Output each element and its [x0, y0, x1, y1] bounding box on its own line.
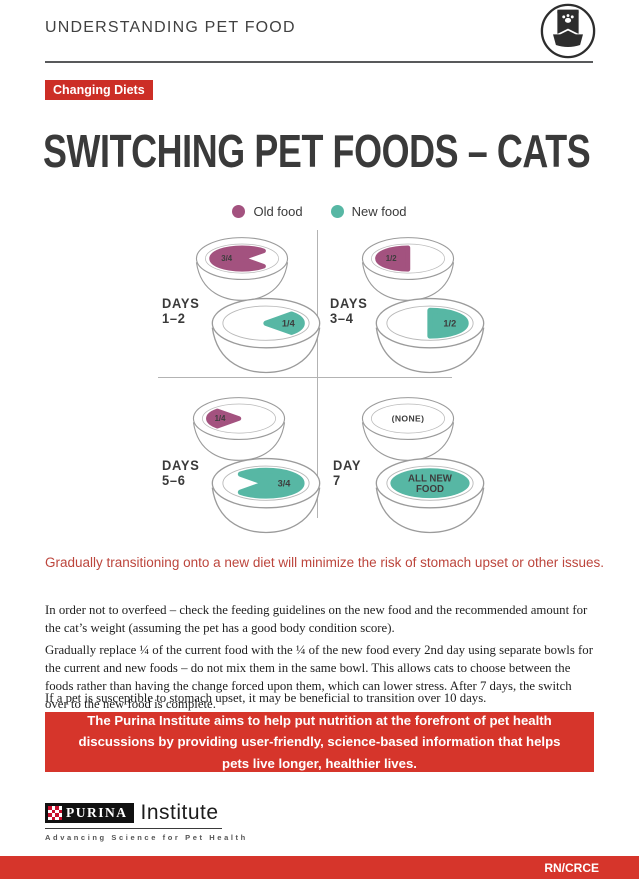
- day-label-5-6: DAYS 5–6: [162, 457, 200, 489]
- institute-wordmark: Institute: [140, 801, 219, 824]
- purina-wordmark: PURINA: [66, 805, 128, 820]
- bowl-old-food: 1/2: [361, 237, 455, 301]
- doc-series-title: UNDERSTANDING PET FOOD: [45, 19, 296, 36]
- svg-text:1/2: 1/2: [386, 254, 398, 263]
- bowl-new-food: 1/4: [211, 297, 321, 374]
- day-label-1-2: DAYS 1–2: [162, 295, 200, 327]
- bowl-old-food: (NONE): [361, 397, 455, 461]
- bowl-new-food: 1/2: [375, 297, 485, 374]
- bowl-new-food: 3/4: [211, 457, 321, 534]
- bowl-old-food: 3/4: [195, 237, 289, 301]
- paragraph-1: In order not to overfeed – check the fee…: [45, 602, 588, 635]
- footer-code: RN/CRCE: [544, 860, 599, 875]
- paragraph-2: Gradually replace ¼ of the current food …: [45, 642, 593, 712]
- purina-institute-logo: PURINA Institute Advancing Science for P…: [45, 801, 248, 842]
- topic-badge: Changing Diets: [45, 80, 153, 100]
- day-label-3-4: DAYS 3–4: [330, 295, 368, 327]
- day-label-7: DAY 7: [333, 457, 362, 489]
- diagram-divider-vertical: [317, 230, 318, 518]
- svg-text:3/4: 3/4: [221, 254, 233, 263]
- diagram-divider-horizontal: [158, 377, 452, 378]
- svg-text:FOOD: FOOD: [416, 484, 444, 495]
- logo-divider: [45, 828, 222, 829]
- purina-checkerboard-icon: [48, 806, 62, 820]
- logo-tagline: Advancing Science for Pet Health: [45, 833, 248, 842]
- legend-label-old: Old food: [253, 204, 303, 219]
- svg-text:1/4: 1/4: [215, 414, 227, 423]
- header-divider: [45, 61, 593, 63]
- legend-item-old-food: Old food: [232, 204, 303, 219]
- mission-banner: The Purina Institute aims to help put nu…: [45, 712, 594, 772]
- pet-food-bag-and-bowl-icon: [540, 3, 596, 59]
- old-food-dot: [232, 205, 246, 218]
- svg-text:1/4: 1/4: [282, 318, 296, 328]
- paragraph-3: If a pet is susceptible to stomach upset…: [45, 690, 487, 705]
- page-title: SWITCHING PET FOODS – CATS: [43, 125, 591, 177]
- new-food-dot: [330, 205, 344, 218]
- legend-item-new-food: New food: [330, 204, 407, 219]
- svg-text:(NONE): (NONE): [392, 414, 425, 424]
- legend-label-new: New food: [351, 204, 407, 219]
- bowl-old-food: 1/4: [192, 397, 286, 461]
- footer-bar: RN/CRCE: [0, 856, 639, 879]
- legend: Old food New food: [0, 204, 639, 219]
- svg-text:ALL NEW: ALL NEW: [408, 473, 453, 484]
- purina-wordmark-box: PURINA: [45, 803, 134, 823]
- svg-text:1/2: 1/2: [443, 318, 456, 328]
- svg-text:3/4: 3/4: [278, 478, 292, 488]
- caption: Gradually transitioning onto a new diet …: [45, 555, 605, 570]
